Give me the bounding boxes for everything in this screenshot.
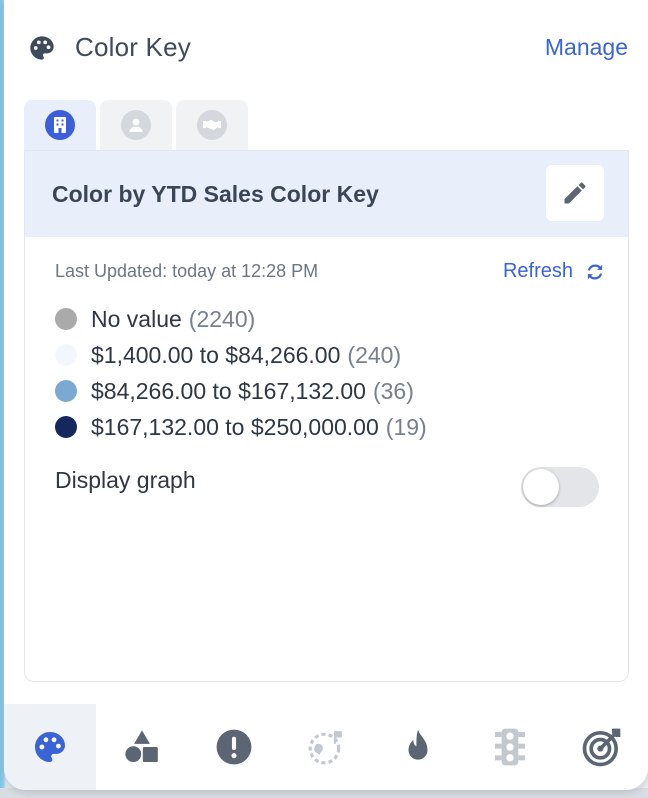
panel-header: Color Key Manage bbox=[4, 0, 648, 96]
panel-title: Color Key bbox=[75, 32, 191, 62]
display-graph-toggle[interactable] bbox=[521, 467, 599, 507]
legend-label: $1,400.00 to $84,266.00 bbox=[91, 341, 341, 368]
legend-count: (36) bbox=[372, 377, 414, 404]
globe-pin-icon bbox=[308, 731, 342, 765]
palette-icon bbox=[30, 36, 54, 60]
legend-swatch bbox=[55, 308, 77, 330]
tab-deals[interactable] bbox=[176, 100, 248, 150]
last-updated-text: Last Updated: today at 12:28 PM bbox=[55, 261, 319, 281]
legend-swatch bbox=[55, 380, 77, 402]
toolbar-color-key-button[interactable] bbox=[4, 704, 96, 790]
bottom-toolbar bbox=[4, 704, 648, 790]
toolbar-target-button[interactable] bbox=[556, 704, 648, 790]
manage-link[interactable]: Manage bbox=[544, 34, 628, 60]
refresh-button[interactable]: Refresh bbox=[503, 260, 605, 283]
color-key-panel: Color Key Manage bbox=[4, 0, 648, 790]
target-icon bbox=[582, 728, 621, 767]
legend-label: No value bbox=[91, 305, 182, 332]
tab-companies[interactable] bbox=[24, 100, 96, 150]
tab-people[interactable] bbox=[100, 100, 172, 150]
legend-item: $84,266.00 to $167,132.00 (36) bbox=[55, 373, 615, 409]
handshake-icon bbox=[197, 110, 227, 140]
color-key-card: Color by YTD Sales Color Key Last Update… bbox=[24, 150, 629, 682]
fire-icon bbox=[408, 729, 428, 760]
legend-list: No value (2240) $1,400.00 to $84,266.00 … bbox=[55, 301, 615, 445]
legend-label: $167,132.00 to $250,000.00 bbox=[91, 413, 379, 440]
toolbar-traffic-button[interactable] bbox=[464, 704, 556, 790]
toolbar-shapes-button[interactable] bbox=[96, 704, 188, 790]
alert-icon bbox=[216, 729, 252, 765]
toolbar-heatmap-button[interactable] bbox=[372, 704, 464, 790]
color-key-title: Color by YTD Sales Color Key bbox=[52, 181, 379, 207]
palette-icon bbox=[35, 732, 65, 762]
person-icon bbox=[121, 110, 151, 140]
legend-count: (240) bbox=[347, 341, 402, 368]
traffic-light-icon bbox=[495, 728, 525, 766]
map-bottom-strip bbox=[0, 788, 648, 798]
toggle-knob bbox=[523, 469, 559, 505]
refresh-icon bbox=[587, 264, 603, 279]
legend-item: $1,400.00 to $84,266.00 (240) bbox=[55, 337, 615, 373]
building-icon bbox=[45, 110, 75, 140]
refresh-label: Refresh bbox=[502, 260, 573, 282]
display-graph-label: Display graph bbox=[55, 467, 196, 493]
card-header: Color by YTD Sales Color Key bbox=[25, 151, 628, 237]
pencil-icon bbox=[564, 182, 586, 204]
legend-count: (2240) bbox=[188, 305, 256, 332]
legend-swatch bbox=[55, 416, 77, 438]
entity-tabs bbox=[24, 100, 248, 150]
toolbar-territory-button[interactable] bbox=[280, 704, 372, 790]
legend-count: (19) bbox=[385, 413, 427, 440]
legend-label: $84,266.00 to $167,132.00 bbox=[91, 377, 366, 404]
legend-item: No value (2240) bbox=[55, 301, 615, 337]
shapes-icon bbox=[125, 730, 158, 763]
edit-button[interactable] bbox=[546, 165, 604, 221]
legend-item: $167,132.00 to $250,000.00 (19) bbox=[55, 409, 615, 445]
toolbar-alerts-button[interactable] bbox=[188, 704, 280, 790]
legend-swatch bbox=[55, 344, 77, 366]
